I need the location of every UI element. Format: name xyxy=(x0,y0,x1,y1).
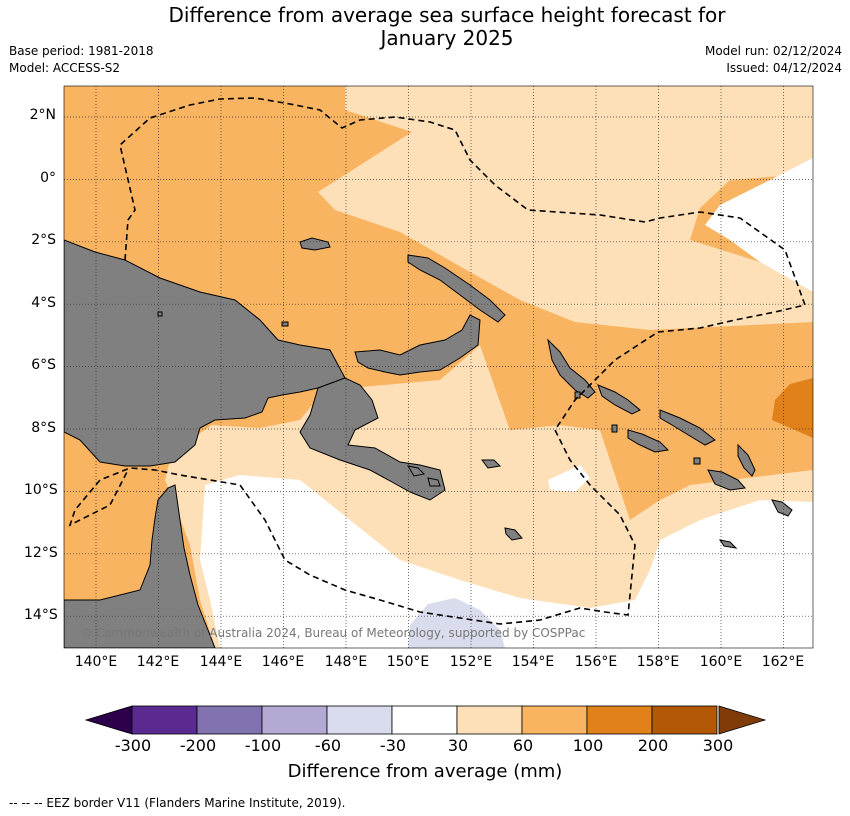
lon-label-0: 140°E xyxy=(74,654,118,670)
meta-right: Model run: 02/12/2024 Issued: 04/12/2024 xyxy=(705,43,842,77)
land-makira xyxy=(707,469,746,491)
lon-label-7: 154°E xyxy=(511,654,555,670)
land-guadalcanal xyxy=(627,429,670,453)
lat-label-5: 8°S xyxy=(31,420,56,436)
land-papuan-peninsula xyxy=(299,377,446,501)
colorbar-segment-8 xyxy=(651,705,718,735)
colorbar-segment-4 xyxy=(391,705,458,735)
land-choiseul xyxy=(597,384,641,415)
map-frame xyxy=(63,85,814,649)
model-run: Model run: 02/12/2024 xyxy=(704,44,842,58)
colorbar-segment-2 xyxy=(261,705,328,735)
footnote: -- -- -- EEZ border V11 (Flanders Marine… xyxy=(9,796,346,810)
title-line-1: Difference from average sea surface heig… xyxy=(168,3,726,27)
land-trobriand xyxy=(481,459,502,469)
cb-label-5: 30 xyxy=(447,736,469,755)
land-new-guinea xyxy=(64,239,346,467)
cb-label-8: 200 xyxy=(637,736,669,755)
cb-label-1: -200 xyxy=(179,736,217,755)
lat-label-4: 6°S xyxy=(31,357,56,373)
anomaly-100-200-patch xyxy=(772,378,813,438)
colorbar xyxy=(84,705,767,735)
copyright-notice: © Commonwealth of Australia 2024, Bureau… xyxy=(80,626,586,640)
land-rennell xyxy=(771,499,793,517)
anomaly-neutral-ne xyxy=(705,158,813,292)
colorbar-over-arrow xyxy=(718,705,767,735)
land-cape-york xyxy=(64,484,216,648)
cb-label-7: 100 xyxy=(572,736,604,755)
gridlines xyxy=(64,86,813,648)
cb-label-2: -100 xyxy=(244,736,282,755)
anomaly-lavender-patch xyxy=(408,598,505,648)
issued-date: Issued: 04/12/2024 xyxy=(726,61,842,75)
lon-label-2: 144°E xyxy=(199,654,243,670)
land-manus xyxy=(299,237,331,251)
anomaly-neutral-pocket xyxy=(548,465,590,492)
lat-label-7: 12°S xyxy=(24,545,58,561)
lon-label-5: 150°E xyxy=(386,654,430,670)
lat-label-6: 10°S xyxy=(24,482,58,498)
lat-label-8: 14°S xyxy=(24,607,58,623)
title-line-2: January 2025 xyxy=(380,26,514,50)
cb-label-4: -30 xyxy=(379,736,407,755)
lon-label-1: 142°E xyxy=(136,654,180,670)
lon-label-6: 152°E xyxy=(449,654,493,670)
lon-label-4: 148°E xyxy=(324,654,368,670)
land-new-britain xyxy=(354,314,481,376)
lon-label-10: 160°E xyxy=(699,654,743,670)
colorbar-segment-1 xyxy=(196,705,263,735)
cb-label-6: 60 xyxy=(512,736,534,755)
chart-title: Difference from average sea surface heig… xyxy=(0,4,850,50)
land-dentrecasteaux xyxy=(406,465,441,487)
cb-label-0: -300 xyxy=(114,736,152,755)
lon-label-3: 146°E xyxy=(261,654,305,670)
lat-label-0: 2°N xyxy=(29,107,56,123)
colorbar-title: Difference from average (mm) xyxy=(287,761,563,782)
cb-label-3: -60 xyxy=(314,736,342,755)
lon-label-8: 156°E xyxy=(574,654,618,670)
meta-left: Base period: 1981-2018 Model: ACCESS-S2 xyxy=(9,43,154,77)
colorbar-segment-6 xyxy=(521,705,588,735)
lon-label-9: 158°E xyxy=(636,654,680,670)
lon-label-11: 162°E xyxy=(761,654,805,670)
land-isabel xyxy=(659,409,716,446)
map-panel xyxy=(63,85,814,649)
model-name: Model: ACCESS-S2 xyxy=(9,61,121,75)
lat-label-1: 0° xyxy=(40,170,56,186)
cb-label-9: 300 xyxy=(702,736,734,755)
colorbar-segment-3 xyxy=(326,705,393,735)
land-small-islands xyxy=(157,311,738,549)
land-louisiade xyxy=(504,527,523,541)
eez-border xyxy=(68,97,807,625)
colorbar-under-arrow xyxy=(84,705,133,735)
lat-label-2: 2°S xyxy=(31,232,56,248)
lat-label-3: 4°S xyxy=(31,295,56,311)
base-period: Base period: 1981-2018 xyxy=(9,44,154,58)
land-bougainville xyxy=(547,338,596,399)
anomaly-30-60-north xyxy=(318,86,813,330)
colorbar-segment-7 xyxy=(586,705,653,735)
land-new-ireland xyxy=(407,254,506,323)
colorbar-segment-5 xyxy=(456,705,523,735)
anomaly-neutral-south xyxy=(200,475,813,648)
land-malaita xyxy=(737,443,756,477)
colorbar-segment-0 xyxy=(131,705,198,735)
